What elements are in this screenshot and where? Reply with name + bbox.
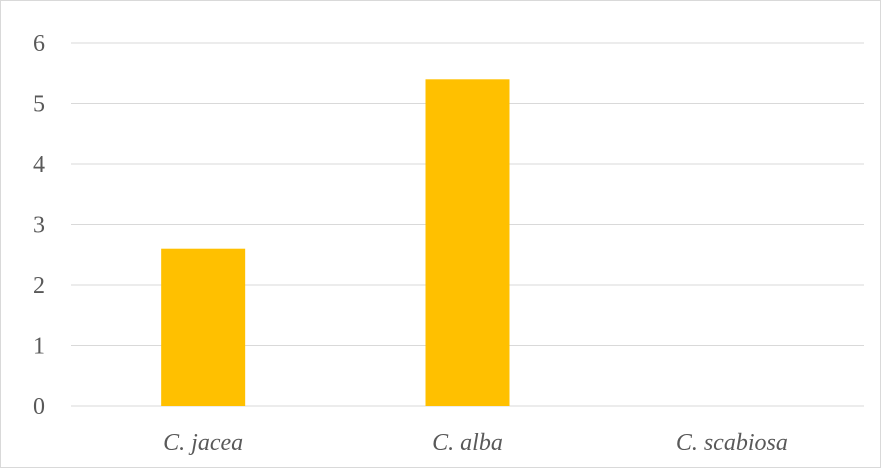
bars — [161, 79, 510, 407]
x-category-label: C. jacea — [163, 430, 243, 456]
y-tick-label: 6 — [33, 31, 45, 57]
y-tick-label: 5 — [33, 92, 45, 118]
y-tick-label: 4 — [33, 152, 45, 178]
bar-2 — [425, 79, 510, 407]
x-axis-labels: C. jacea C. alba C. scabiosa — [163, 430, 788, 456]
y-tick-label: 0 — [33, 394, 45, 420]
x-category-label: C. alba — [432, 430, 503, 456]
y-tick-label: 2 — [33, 273, 45, 299]
bar-1 — [161, 248, 246, 406]
y-tick-label: 3 — [33, 213, 45, 239]
y-tick-label: 1 — [33, 334, 45, 360]
y-axis-ticks: 0 1 2 3 4 5 6 — [33, 31, 45, 420]
x-category-label: C. scabiosa — [676, 430, 788, 456]
